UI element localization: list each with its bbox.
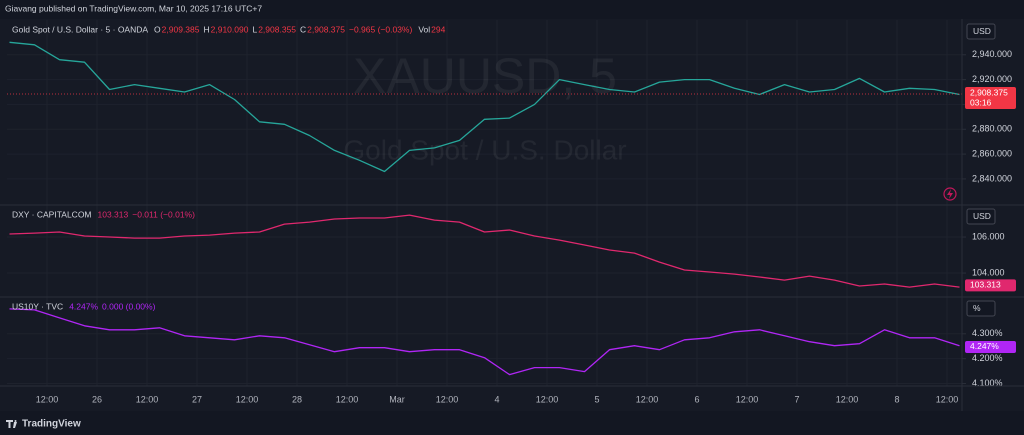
x-tick-label: 12:00	[36, 394, 59, 404]
legend-change: −0.011 (−0.01%)	[132, 209, 195, 219]
x-tick-label: 12:00	[736, 394, 759, 404]
x-tick-label: 5	[594, 394, 599, 404]
y-tick-label: 4.100%	[972, 378, 1003, 388]
scale-unit: USD	[973, 211, 991, 221]
legend-ohlc-value: 2,910.090	[211, 24, 249, 34]
legend-change: −0.965 (−0.03%)	[349, 24, 412, 34]
series-line	[9, 214, 960, 288]
last-value-tag	[965, 279, 1016, 292]
x-tick-label: 12:00	[236, 394, 259, 404]
y-tick-label: 4.300%	[972, 328, 1003, 338]
x-tick-label: 12:00	[636, 394, 659, 404]
legend-name: DXY · CAPITALCOM	[12, 209, 92, 219]
y-tick-label: 2,840.000	[972, 173, 1012, 183]
scale-unit: %	[973, 303, 981, 313]
last-value-tag	[965, 87, 1016, 110]
y-tick-label: 2,860.000	[972, 148, 1012, 158]
x-tick-label: 6	[694, 394, 699, 404]
x-tick-label: 12:00	[136, 394, 159, 404]
last-value-label: 103.313	[970, 280, 1001, 290]
scale-unit: USD	[973, 26, 991, 36]
legend-ohlc-key: O	[154, 24, 161, 34]
x-tick-label: 26	[92, 394, 102, 404]
x-tick-label: 12:00	[336, 394, 359, 404]
last-value-label: 2,908.375	[970, 87, 1008, 97]
legend-volume-key: Vol	[418, 24, 430, 34]
scale-unit-box	[966, 208, 996, 225]
y-tick-label: 106.000	[972, 231, 1005, 241]
x-tick-label: 12:00	[436, 394, 459, 404]
legend-ohlc-value: 2,909.385	[162, 24, 200, 34]
x-tick-label: 12:00	[536, 394, 559, 404]
x-tick-label: 4	[494, 394, 499, 404]
legend-ohlc-key: H	[204, 24, 210, 34]
legend-name: Gold Spot / U.S. Dollar · 5 · OANDA	[12, 24, 148, 34]
legend-ohlc-key: L	[252, 24, 257, 34]
footer-logo[interactable]	[6, 420, 17, 428]
last-value-label: 4.247%	[970, 341, 999, 351]
scale-unit-box	[966, 23, 996, 40]
series-line	[9, 308, 960, 376]
y-tick-label: 2,920.000	[972, 74, 1012, 84]
alert-icon[interactable]	[943, 187, 957, 201]
y-tick-label: 2,940.000	[972, 49, 1012, 59]
chart-area	[0, 19, 1024, 411]
scale-unit-box	[966, 300, 996, 317]
header-text: Giavang published on TradingView.com, Ma…	[5, 3, 262, 13]
chart-layer: 12:00 26 12:00 27 12:00 28 12:00 Mar 12:00 4 12:00…	[7, 20, 1016, 404]
legend-change: 0.000 (0.00%)	[102, 301, 156, 311]
last-value-tag	[965, 340, 1016, 353]
x-tick-label: Mar	[389, 394, 405, 404]
y-tick-label: 4.200%	[972, 353, 1003, 363]
legend-value: 4.247%	[69, 301, 98, 311]
legend-volume: 294	[431, 24, 445, 34]
x-tick-label: 27	[192, 394, 202, 404]
legend-ohlc-value: 2,908.355	[258, 24, 296, 34]
x-tick-label: 8	[894, 394, 899, 404]
x-tick-label: 12:00	[936, 394, 959, 404]
footer-brand: TradingView	[22, 419, 81, 430]
watermark-description: Gold Spot / U.S. Dollar	[343, 134, 626, 165]
legend-value: 103.313	[98, 209, 129, 219]
x-tick-label: 7	[794, 394, 799, 404]
legend-name: US10Y · TVC	[12, 301, 63, 311]
series-line	[9, 41, 960, 173]
x-tick-label: 12:00	[836, 394, 859, 404]
x-tick-label: 28	[292, 394, 302, 404]
y-tick-label: 2,880.000	[972, 124, 1012, 134]
y-tick-label: 104.000	[972, 267, 1005, 277]
legend-ohlc-value: 2,908.375	[307, 24, 345, 34]
legend-ohlc-key: C	[300, 24, 306, 34]
countdown: 03:16	[970, 97, 992, 107]
watermark-symbol: XAUUSD, 5	[353, 48, 617, 104]
